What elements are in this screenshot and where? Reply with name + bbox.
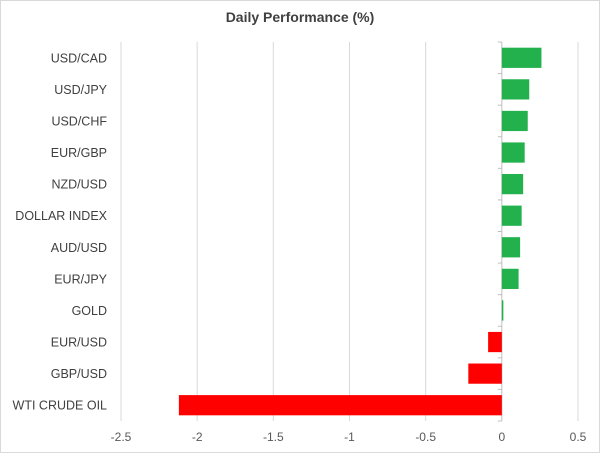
category-label: USD/CAD (51, 51, 107, 65)
bar (501, 79, 530, 100)
category-label: GBP/USD (51, 367, 107, 381)
category-label: GOLD (72, 304, 107, 318)
x-tick-label: 0 (498, 430, 505, 444)
bar (501, 47, 542, 68)
bar (468, 363, 502, 384)
category-label: EUR/JPY (54, 272, 107, 286)
x-tick-label: -2.5 (111, 430, 132, 444)
category-label: USD/CHF (51, 114, 107, 128)
x-tick-label: -0.5 (415, 430, 436, 444)
x-tick-label: -1 (344, 430, 355, 444)
category-label: WTI CRUDE OIL (13, 399, 107, 413)
x-tick-label: 0.5 (570, 430, 587, 444)
bar (178, 395, 502, 416)
bar (501, 300, 504, 321)
bar (501, 205, 522, 226)
category-label: EUR/GBP (51, 146, 107, 160)
bar (501, 142, 525, 163)
category-label: NZD/USD (51, 178, 107, 192)
bar (488, 331, 502, 353)
bar (501, 237, 521, 258)
category-label: DOLLAR INDEX (15, 209, 107, 223)
x-tick-label: -1.5 (263, 430, 284, 444)
chart-title: Daily Performance (%) (225, 9, 375, 25)
category-label: EUR/USD (51, 336, 107, 350)
bar (501, 174, 524, 195)
x-tick-label: -2 (192, 430, 203, 444)
bar (501, 110, 528, 132)
bar (501, 268, 519, 289)
category-label: AUD/USD (51, 241, 107, 255)
category-label: USD/JPY (54, 83, 107, 97)
